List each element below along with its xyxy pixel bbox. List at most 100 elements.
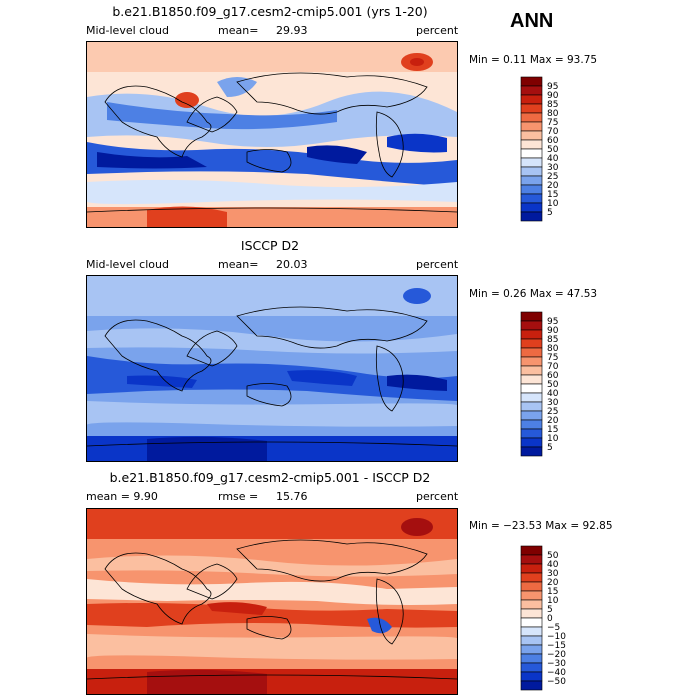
colorbar-label: −15 (547, 641, 566, 651)
colorbar-swatch (520, 383, 543, 394)
colorbar-label: 5 (547, 605, 553, 615)
colorbar-swatch (520, 175, 543, 186)
panel-2-title: ISCCP D2 (240, 238, 300, 253)
colorbar-swatch (520, 320, 543, 331)
colorbar-swatch (520, 347, 543, 358)
colorbar-label: −30 (547, 659, 566, 669)
panel-1-stat-label: mean= (218, 24, 259, 37)
colorbar-swatch (520, 437, 543, 448)
colorbar-label: 25 (547, 407, 558, 417)
colorbar-swatch (520, 311, 543, 322)
colorbar-swatch (520, 572, 543, 583)
colorbar-swatch (520, 121, 543, 132)
colorbar-swatch (520, 85, 543, 96)
colorbar-swatch (520, 211, 543, 222)
colorbar-label: −10 (547, 632, 566, 642)
colorbar-label: 80 (547, 344, 559, 354)
colorbar-label: 10 (547, 199, 559, 209)
colorbar-swatch (520, 563, 543, 574)
panel-2-map (86, 275, 458, 462)
colorbar-label: 40 (547, 154, 559, 164)
colorbar-swatch (520, 356, 543, 367)
colorbar-swatch (520, 680, 543, 691)
colorbar-label: 20 (547, 578, 559, 588)
colorbar-swatch (520, 338, 543, 349)
panel-2-range: Min = 0.26 Max = 47.53 (469, 288, 598, 300)
panel-3-map (86, 508, 458, 695)
panel-3-title: b.e21.B1850.f09_g17.cesm2-cmip5.001 - IS… (109, 470, 431, 485)
colorbar-swatch (520, 626, 543, 637)
colorbar-swatch (520, 103, 543, 114)
colorbar-label: 75 (547, 353, 558, 363)
colorbar-label: 70 (547, 362, 559, 372)
colorbar-swatch (520, 184, 543, 195)
panel-3-colorbar: 50 40 30 20 15 10 5 0 −5 −10 −15 −20 −30 −40 −50 (520, 545, 601, 700)
season-label: ANN (510, 10, 554, 32)
colorbar-label: 30 (547, 163, 559, 173)
colorbar-label: 30 (547, 569, 559, 579)
colorbar-swatch (520, 157, 543, 168)
colorbar-label: 90 (547, 91, 559, 101)
colorbar-label: 5 (547, 208, 553, 218)
colorbar-label: −50 (547, 677, 566, 687)
colorbar-swatch (520, 446, 543, 457)
colorbar-swatch (520, 617, 543, 628)
colorbar-label: 95 (547, 82, 558, 92)
colorbar-label: −20 (547, 650, 566, 660)
colorbar-swatch (520, 139, 543, 150)
panel-2-stat-value: 20.03 (276, 258, 308, 271)
colorbar-swatch (520, 671, 543, 682)
colorbar-swatch (520, 662, 543, 673)
colorbar-swatch (520, 545, 543, 556)
colorbar-label: 0 (547, 614, 553, 624)
colorbar-swatch (520, 644, 543, 655)
panel-3-unit: percent (416, 490, 459, 503)
colorbar-swatch (520, 112, 543, 123)
colorbar-label: 5 (547, 443, 553, 453)
colorbar-label: 80 (547, 109, 559, 119)
panel-2-variable: Mid-level cloud (86, 258, 169, 271)
colorbar-swatch (520, 392, 543, 403)
colorbar-swatch (520, 202, 543, 213)
colorbar-label: 20 (547, 416, 559, 426)
panel-3-stat-label: rmse = (218, 490, 259, 503)
panel-1-title: b.e21.B1850.f09_g17.cesm2-cmip5.001 (yrs… (112, 4, 428, 19)
colorbar-swatch (520, 166, 543, 177)
colorbar-swatch (520, 599, 543, 610)
colorbar-label: 10 (547, 434, 559, 444)
colorbar-label: 40 (547, 560, 559, 570)
colorbar-label: 10 (547, 596, 559, 606)
panel-1-variable: Mid-level cloud (86, 24, 169, 37)
colorbar-label: 50 (547, 551, 559, 561)
colorbar-swatch (520, 653, 543, 664)
colorbar-label: 15 (547, 190, 558, 200)
colorbar-swatch (520, 94, 543, 105)
colorbar-swatch (520, 428, 543, 439)
colorbar-swatch (520, 608, 543, 619)
colorbar-label: 15 (547, 587, 558, 597)
colorbar-swatch (520, 374, 543, 385)
colorbar-swatch (520, 130, 543, 141)
colorbar-swatch (520, 581, 543, 592)
panel-3-mean: mean = 9.90 (86, 490, 158, 503)
colorbar-swatch (520, 401, 543, 412)
colorbar-label: 75 (547, 118, 558, 128)
colorbar-swatch (520, 635, 543, 646)
panel-2-colorbar: 95 90 85 80 75 70 60 50 40 30 25 20 15 10 5 (520, 311, 601, 466)
colorbar-label: −40 (547, 668, 566, 678)
panel-1-range: Min = 0.11 Max = 93.75 (469, 54, 598, 66)
colorbar-swatch (520, 365, 543, 376)
colorbar-label: 30 (547, 398, 559, 408)
colorbar-label: 70 (547, 127, 559, 137)
colorbar-swatch (520, 193, 543, 204)
colorbar-swatch (520, 554, 543, 565)
panel-1-unit: percent (416, 24, 459, 37)
colorbar-label: 95 (547, 317, 558, 327)
colorbar-label: 15 (547, 425, 558, 435)
colorbar-swatch (520, 419, 543, 430)
colorbar-label: 85 (547, 335, 558, 345)
colorbar-label: 60 (547, 371, 559, 381)
colorbar-swatch (520, 148, 543, 159)
colorbar-swatch (520, 76, 543, 87)
colorbar-label: 50 (547, 145, 559, 155)
